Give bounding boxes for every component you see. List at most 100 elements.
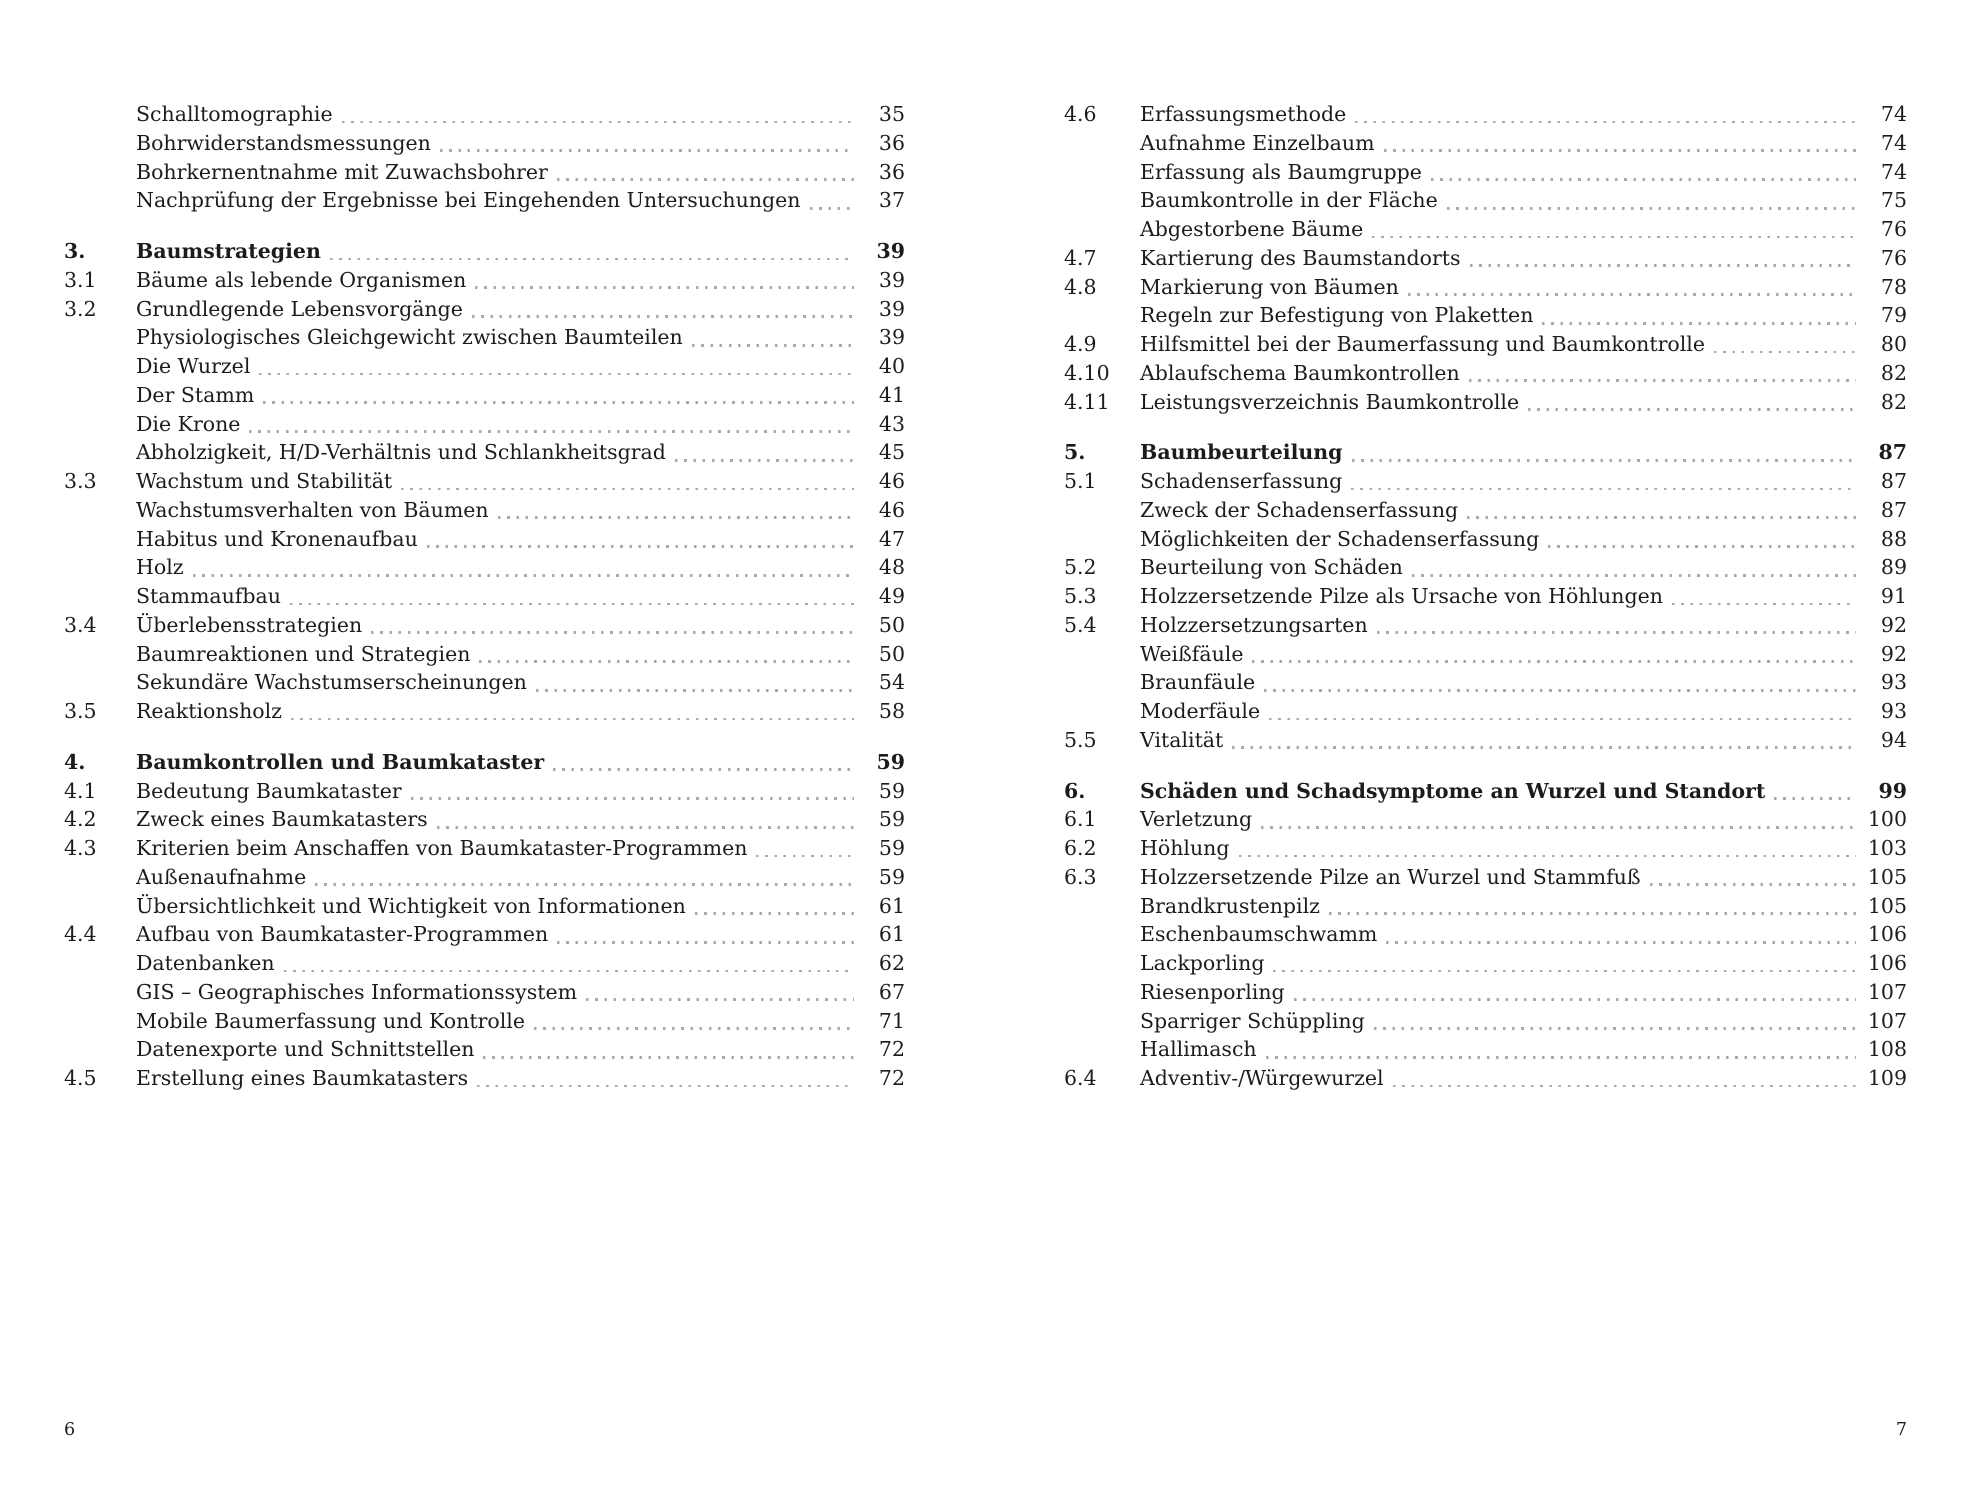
toc-entry-number: 6.3: [1064, 864, 1097, 889]
dot-leader: [556, 178, 854, 181]
toc-row: 6.3 Holzzersetzende Pilze an Wurzel und S…: [1064, 863, 1907, 892]
toc-entry-title: Schäden und Schadsymptome an Wurzel und …: [1140, 778, 1766, 803]
toc-entry-page: 94: [1880, 727, 1907, 752]
toc-entry-title: Schalltomographie: [136, 102, 333, 126]
toc-entry-page: 105: [1867, 893, 1907, 918]
toc-entry-title: Baumbeurteilung: [1140, 440, 1343, 465]
toc-entry-page: 74: [1880, 130, 1907, 155]
dot-leader: [1328, 912, 1856, 915]
toc-entry-page: 36: [878, 159, 905, 184]
toc-entry-title: Adventiv-/Würgewurzel: [1140, 1066, 1384, 1090]
toc-row: Datenbanken 62: [64, 949, 905, 978]
toc-entry-title: Nachprüfung der Ergebnisse bei Eingehend…: [136, 188, 801, 213]
toc-row: Hallimasch 108: [1064, 1035, 1907, 1064]
toc-entry-number: 3.2: [64, 296, 97, 321]
toc-row: 4. Baumkontrollen und Baumkataster 59: [64, 748, 905, 777]
toc-row: Der Stamm 41: [64, 381, 905, 410]
toc-entry-page: 78: [1880, 274, 1907, 299]
dot-leader: [1407, 293, 1856, 296]
toc-row: 3.4 Überlebensstrategien 50: [64, 611, 905, 640]
dot-leader: [410, 797, 854, 800]
page-number-left: 6: [64, 1420, 76, 1440]
toc-entry-title: Holzzersetzungsarten: [1140, 612, 1368, 637]
toc-entry-title: Sekundäre Wachstumserscheinungen: [136, 670, 527, 695]
toc-entry-number: 6.: [1064, 778, 1086, 803]
toc-entry-page: 103: [1867, 836, 1907, 860]
toc-entry-page: 92: [1880, 641, 1907, 666]
toc-section-group: 3. Baumstrategien 39 3.1 Bäume als lebende O…: [64, 237, 905, 726]
toc-entry-page: 46: [878, 497, 905, 522]
toc-entry-page: 82: [1880, 389, 1907, 414]
toc-section-group: 6. Schäden und Schadsymptome an Wurzel un…: [1064, 777, 1907, 1093]
dot-leader: [1548, 545, 1856, 548]
toc-row: 5. Baumbeurteilung 87: [1064, 438, 1907, 467]
toc-row: 4.11 Leistungsverzeichnis Baumkontrolle 82: [1064, 388, 1907, 417]
dot-leader: [426, 545, 854, 548]
dot-leader: [1386, 940, 1856, 944]
toc-entry-title: Riesenporling: [1140, 979, 1285, 1004]
toc-entry-page: 74: [1880, 102, 1907, 126]
toc-entry-title: Hilfsmittel bei der Baumerfassung und Ba…: [1140, 332, 1705, 356]
toc-entry-number: 4.4: [64, 922, 97, 947]
dot-leader: [479, 660, 854, 663]
toc-entry-title: Erfassungsmethode: [1140, 102, 1347, 126]
toc-row: 4.3 Kriterien beim Anschaffen von Baumkat…: [64, 834, 905, 863]
toc-entry-page: 91: [1880, 584, 1907, 608]
dot-leader: [483, 1055, 854, 1059]
toc-entry-page: 108: [1867, 1037, 1907, 1062]
dot-leader: [1232, 746, 1856, 749]
dot-leader: [497, 516, 854, 519]
toc-entry-title: Weißfäule: [1140, 641, 1244, 666]
dot-leader: [1238, 854, 1856, 858]
toc-entry-page: 74: [1880, 159, 1907, 184]
toc-row: Schalltomographie 35: [64, 100, 905, 129]
toc-row: Bohrkernentnahme mit Zuwachsbohrer 36: [64, 158, 905, 187]
toc-entry-title: Abholzigkeit, H/D-Verhältnis und Schlank…: [136, 440, 666, 465]
toc-entry-page: 35: [878, 102, 905, 126]
toc-entry-title: Leistungsverzeichnis Baumkontrolle: [1140, 389, 1520, 414]
dot-leader: [1373, 1027, 1856, 1030]
toc-entry-page: 47: [878, 526, 905, 551]
dot-leader: [341, 120, 854, 124]
dot-leader: [1774, 797, 1856, 800]
toc-row: Stammaufbau 49: [64, 582, 905, 611]
toc-entry-number: 5.3: [1064, 584, 1097, 608]
toc-entry-title: Bäume als lebende Organismen: [136, 267, 467, 292]
toc-row: Regeln zur Befestigung von Plaketten 79: [1064, 301, 1907, 330]
toc-row: 4.4 Aufbau von Baumkataster-Programmen 61: [64, 920, 905, 949]
toc-row: GIS – Geographisches Informationssystem 6…: [64, 978, 905, 1007]
dot-leader: [1714, 350, 1856, 354]
toc-entry-title: Mobile Baumerfassung und Kontrolle: [136, 1008, 525, 1033]
toc-entry-number: 5.1: [1064, 469, 1097, 493]
toc-entry-page: 39: [878, 296, 905, 321]
dot-leader: [1273, 969, 1856, 973]
toc-entry-number: 4.6: [1064, 102, 1097, 126]
toc-entry-title: Übersichtlichkeit und Wichtigkeit von In…: [136, 893, 686, 918]
toc-row: 6. Schäden und Schadsymptome an Wurzel un…: [1064, 777, 1907, 806]
toc-entry-page: 43: [878, 411, 905, 436]
toc-entry-title: Hallimasch: [1140, 1037, 1257, 1062]
dot-leader: [1649, 883, 1856, 886]
toc-entry-page: 59: [878, 864, 905, 889]
dot-leader: [1430, 178, 1856, 181]
toc-entry-number: 4.5: [64, 1066, 97, 1090]
toc-entry-title: Vitalität: [1140, 727, 1224, 752]
toc-entry-number: 3.3: [64, 469, 97, 493]
toc-entry-title: Erfassung als Baumgruppe: [1140, 159, 1422, 184]
dot-leader: [1383, 149, 1856, 152]
toc-entry-title: Wachstumsverhalten von Bäumen: [136, 497, 489, 522]
toc-row: Möglichkeiten der Schadenserfassung 88: [1064, 525, 1907, 554]
toc-entry-title: Bedeutung Baumkataster: [136, 778, 402, 803]
toc-row: 5.1 Schadenserfassung 87: [1064, 467, 1907, 496]
dot-leader: [259, 372, 854, 376]
toc-entry-page: 106: [1867, 951, 1907, 975]
toc-entry-page: 49: [878, 584, 905, 608]
dot-leader: [694, 912, 854, 915]
toc-entry-page: 87: [1880, 497, 1907, 522]
toc-row: 3.2 Grundlegende Lebensvorgänge 39: [64, 295, 905, 324]
toc-entry-title: Stammaufbau: [136, 584, 281, 608]
dot-leader: [289, 602, 854, 606]
toc-entry-title: Reaktionsholz: [136, 699, 282, 723]
toc-entry-title: Wachstum und Stabilität: [136, 469, 393, 493]
toc-row: Die Wurzel 40: [64, 352, 905, 381]
